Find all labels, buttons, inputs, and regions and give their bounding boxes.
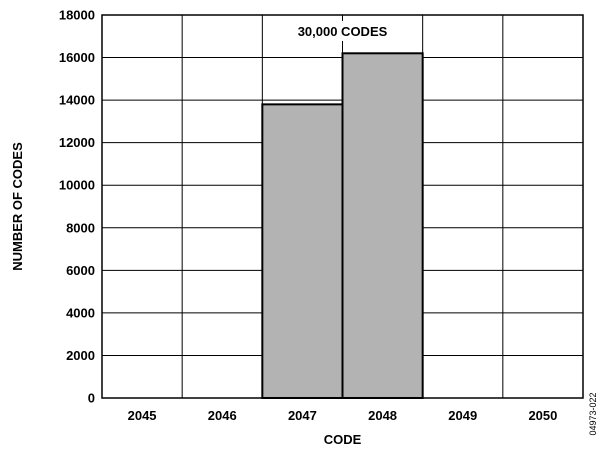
y-tick-label: 6000 — [66, 263, 95, 278]
y-tick-label: 0 — [88, 391, 95, 406]
x-tick-label: 2049 — [448, 408, 477, 423]
y-tick-label: 8000 — [66, 220, 95, 235]
x-axis-title: CODE — [324, 432, 362, 447]
annotation-label: 30,000 CODES — [298, 24, 388, 39]
x-tick-label: 2046 — [208, 408, 237, 423]
y-tick-label: 14000 — [59, 93, 95, 108]
y-tick-label: 2000 — [66, 348, 95, 363]
y-tick-label: 4000 — [66, 305, 95, 320]
y-tick-label: 10000 — [59, 178, 95, 193]
x-tick-label: 2045 — [128, 408, 157, 423]
y-tick-labels: 0 2000 4000 6000 8000 10000 12000 14000 16000 180… — [59, 8, 95, 406]
y-axis-title: NUMBER OF CODES — [10, 142, 25, 271]
x-tick-label: 2048 — [368, 408, 397, 423]
bars — [261, 52, 424, 400]
x-tick-label: 2047 — [288, 408, 317, 423]
x-tick-labels: 2045 2046 2047 2048 2049 2050 — [128, 408, 558, 423]
y-tick-label: 18000 — [59, 8, 95, 23]
bar-2048 — [341, 52, 424, 400]
y-tick-label: 16000 — [59, 50, 95, 65]
annotation-background — [280, 21, 405, 41]
x-tick-label: 2050 — [528, 408, 557, 423]
figure-id: 04973-022 — [588, 392, 598, 435]
plot-frame — [101, 14, 584, 399]
bar-2047 — [261, 103, 344, 399]
y-tick-label: 12000 — [59, 135, 95, 150]
